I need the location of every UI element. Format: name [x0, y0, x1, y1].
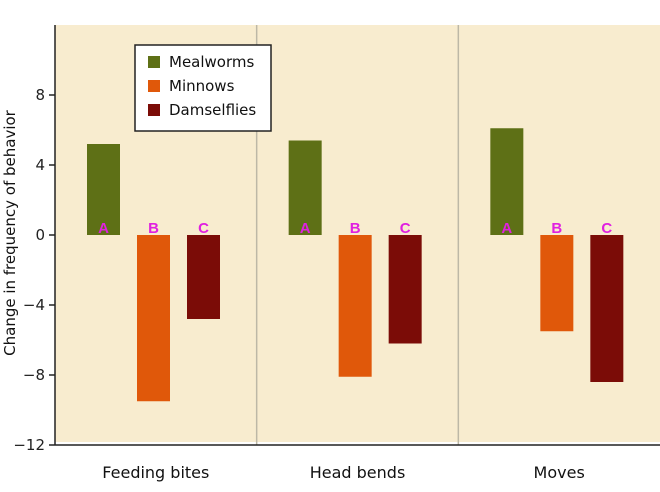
- y-tick-label: −8: [23, 366, 45, 384]
- y-tick-label: 0: [35, 226, 45, 244]
- legend: Mealworms Minnows Damselflies: [134, 44, 272, 132]
- y-tick-label: −12: [13, 436, 45, 454]
- legend-swatch: [148, 56, 160, 68]
- bar-mealworms-feeding-bites: [87, 144, 120, 235]
- bar-annotation-c: C: [198, 220, 209, 237]
- y-axis: 8 4 0 −4 −8 −12: [13, 25, 660, 454]
- x-category-labels: Feeding bites Head bends Moves: [102, 463, 584, 482]
- bar-damselflies-moves: [590, 235, 624, 382]
- x-category-label: Moves: [534, 463, 585, 482]
- bar-minnows-moves: [540, 235, 574, 332]
- legend-label: Minnows: [169, 77, 235, 95]
- bars: [87, 128, 624, 402]
- legend-label: Mealworms: [169, 53, 254, 71]
- y-axis-label: Change in frequency of behavior: [1, 109, 19, 356]
- legend-swatch: [148, 104, 160, 116]
- bar-annotation-c: C: [400, 220, 411, 237]
- bar-damselflies-head-bends: [388, 235, 422, 344]
- bar-annotation-a: A: [98, 220, 109, 237]
- bar-annotation-b: B: [551, 220, 562, 237]
- bar-mealworms-head-bends: [288, 140, 322, 235]
- y-tick-label: 8: [35, 86, 45, 104]
- legend-label: Damselflies: [169, 101, 256, 119]
- x-category-label: Head bends: [310, 463, 406, 482]
- bar-annotation-c: C: [601, 220, 612, 237]
- bar-annotation-b: B: [350, 220, 361, 237]
- bar-annotation-a: A: [501, 220, 512, 237]
- bar-mealworms-moves: [490, 128, 524, 235]
- bar-minnows-feeding-bites: [137, 235, 170, 402]
- bar-annotation-a: A: [300, 220, 311, 237]
- bar-damselflies-feeding-bites: [187, 235, 220, 319]
- y-tick-label: 4: [35, 156, 45, 174]
- bar-minnows-head-bends: [338, 235, 372, 377]
- y-tick-label: −4: [23, 296, 45, 314]
- x-category-label: Feeding bites: [102, 463, 209, 482]
- legend-swatch: [148, 80, 160, 92]
- bar-annotation-b: B: [148, 220, 159, 237]
